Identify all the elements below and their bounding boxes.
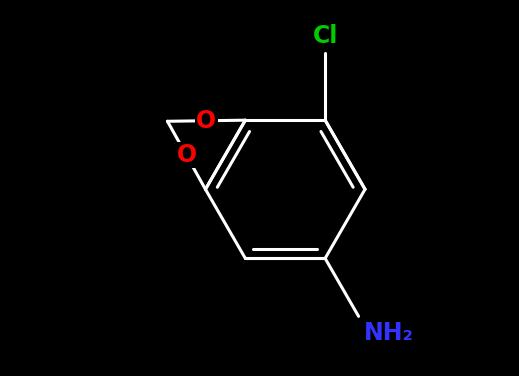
Text: NH₂: NH₂: [364, 321, 414, 346]
Text: O: O: [196, 109, 216, 133]
Text: Cl: Cl: [312, 24, 338, 48]
Text: O: O: [176, 143, 197, 167]
